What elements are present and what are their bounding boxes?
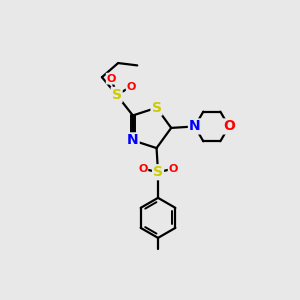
Text: N: N: [127, 134, 139, 147]
Text: S: S: [153, 165, 163, 179]
Text: O: O: [107, 74, 116, 84]
Text: O: O: [138, 164, 147, 174]
Text: N: N: [189, 119, 201, 134]
Text: O: O: [169, 164, 178, 174]
Text: O: O: [223, 119, 235, 134]
Text: S: S: [112, 88, 122, 102]
Text: O: O: [127, 82, 136, 92]
Text: S: S: [152, 101, 162, 115]
